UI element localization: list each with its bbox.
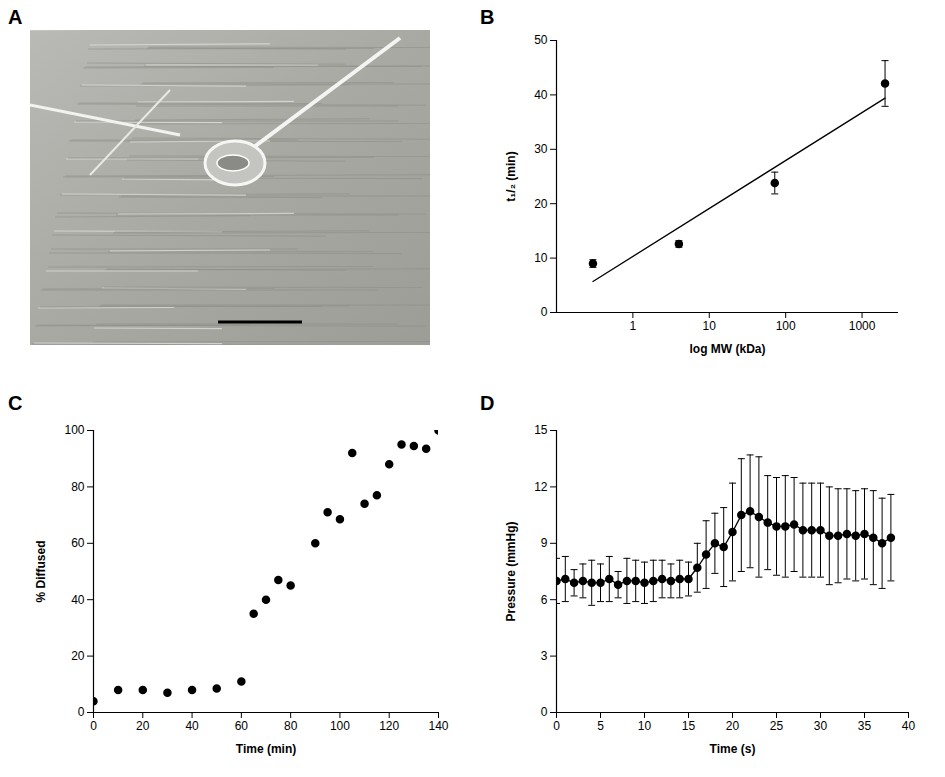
svg-text:15: 15 [682,719,696,733]
html-text:D: D [480,392,495,414]
svg-text:25: 25 [770,719,784,733]
svg-text:40: 40 [71,593,85,607]
svg-text:140: 140 [428,719,448,733]
svg-text:0: 0 [541,305,548,319]
svg-text:% Diffused: % Diffused [34,540,48,602]
svg-text:10: 10 [703,319,717,333]
svg-text:35: 35 [858,719,872,733]
svg-text:100: 100 [64,423,84,437]
svg-text:Time (min): Time (min) [236,742,296,756]
svg-text:50: 50 [534,33,548,47]
svg-text:t₁/₂ (min): t₁/₂ (min) [504,151,518,201]
svg-text:120: 120 [379,719,399,733]
svg-text:9: 9 [541,536,548,550]
svg-text:40: 40 [902,719,916,733]
svg-text:0: 0 [541,705,548,719]
svg-text:0: 0 [90,719,97,733]
svg-text:15: 15 [534,423,548,437]
svg-text:60: 60 [235,719,249,733]
svg-text:Time (s): Time (s) [710,742,756,756]
svg-text:12: 12 [534,480,548,494]
svg-text:0: 0 [78,705,85,719]
svg-text:6: 6 [541,593,548,607]
svg-text:1000: 1000 [849,319,876,333]
svg-text:60: 60 [71,536,85,550]
svg-text:1: 1 [630,319,637,333]
svg-text:40: 40 [534,88,548,102]
svg-text:10: 10 [534,251,548,265]
svg-text:100: 100 [776,319,796,333]
svg-text:20: 20 [71,649,85,663]
svg-text:10: 10 [638,719,652,733]
svg-text:80: 80 [71,480,85,494]
svg-text:20: 20 [726,719,740,733]
svg-text:30: 30 [814,719,828,733]
svg-text:20: 20 [534,197,548,211]
html-text:B: B [480,6,495,28]
svg-text:0: 0 [553,719,560,733]
html-text:A: A [8,6,23,28]
svg-text:5: 5 [597,719,604,733]
svg-text:3: 3 [541,649,548,663]
svg-text:80: 80 [284,719,298,733]
svg-text:log MW (kDa): log MW (kDa) [690,342,766,356]
html-text:C: C [8,392,23,414]
svg-text:40: 40 [185,719,199,733]
svg-text:Pressure (mmHg): Pressure (mmHg) [504,521,518,621]
svg-text:30: 30 [534,142,548,156]
svg-text:20: 20 [136,719,150,733]
svg-text:100: 100 [330,719,350,733]
